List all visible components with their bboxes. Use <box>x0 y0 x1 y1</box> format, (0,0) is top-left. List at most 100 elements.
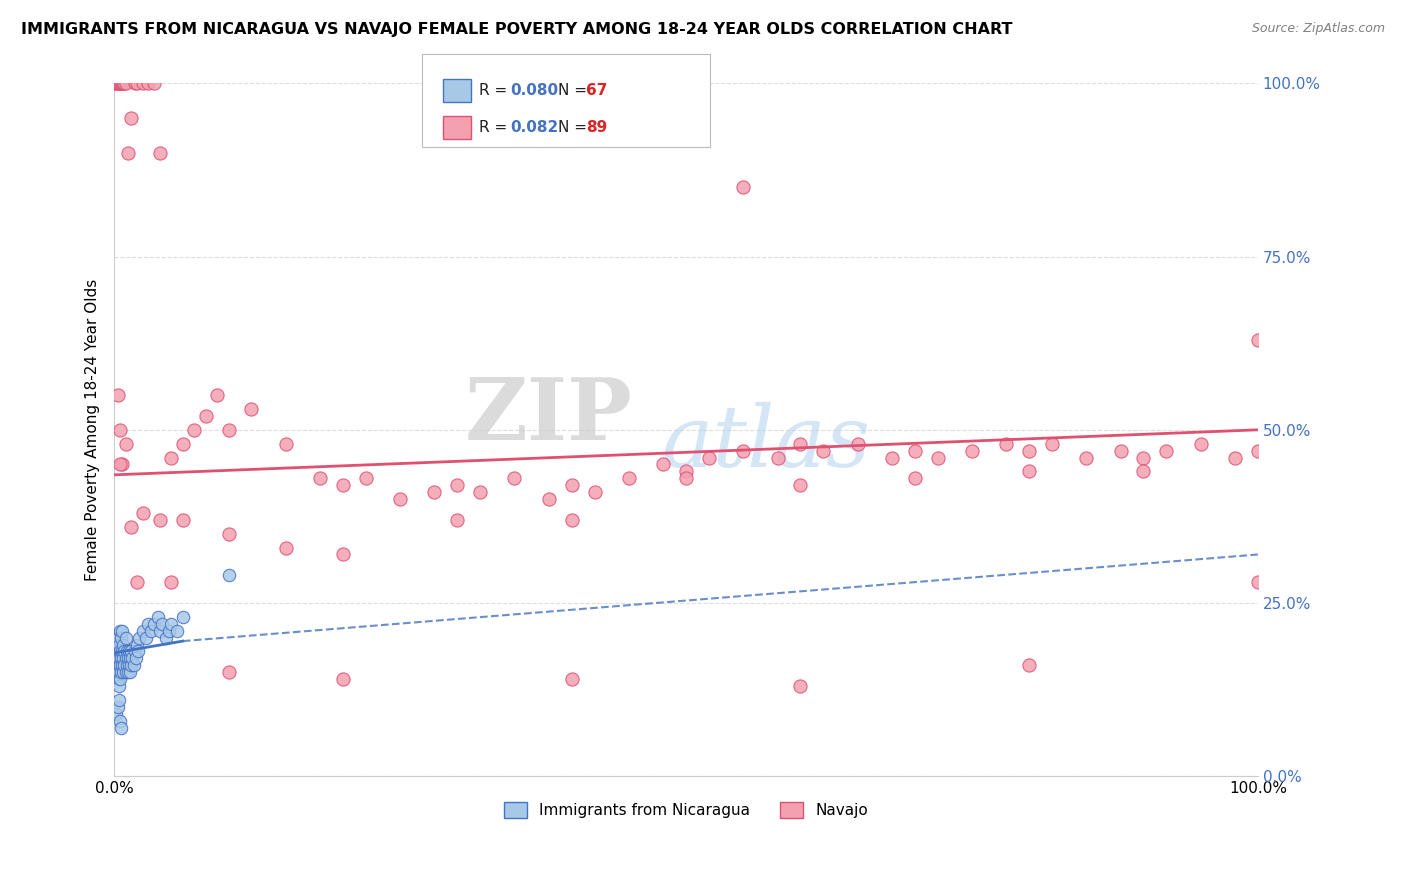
Point <box>108 423 131 437</box>
Point <box>561 672 583 686</box>
Point <box>652 458 675 472</box>
Point <box>132 624 155 638</box>
Point <box>561 478 583 492</box>
Text: atlas: atlas <box>661 402 870 485</box>
Point <box>1018 658 1040 673</box>
Point <box>110 721 132 735</box>
Point <box>218 526 240 541</box>
Point <box>904 471 927 485</box>
Text: 0.080: 0.080 <box>510 83 558 98</box>
Point <box>120 658 142 673</box>
Point <box>813 443 835 458</box>
Point <box>1156 443 1178 458</box>
Point <box>1223 450 1246 465</box>
Point <box>149 624 172 638</box>
Point <box>675 464 697 478</box>
Point <box>697 450 720 465</box>
Point <box>108 458 131 472</box>
Point <box>110 651 132 665</box>
Text: R =: R = <box>479 120 513 135</box>
Point <box>114 77 136 91</box>
Point <box>149 145 172 160</box>
Point <box>218 423 240 437</box>
Legend: Immigrants from Nicaragua, Navajo: Immigrants from Nicaragua, Navajo <box>498 796 875 824</box>
Point <box>107 693 129 707</box>
Point <box>160 450 183 465</box>
Point <box>108 672 131 686</box>
Point <box>114 436 136 450</box>
Point <box>423 485 446 500</box>
Point <box>110 631 132 645</box>
Point <box>107 665 129 680</box>
Point <box>105 631 128 645</box>
Text: 0.082: 0.082 <box>510 120 558 135</box>
Point <box>138 616 160 631</box>
Point <box>139 624 162 638</box>
Point <box>960 443 983 458</box>
Point <box>114 658 136 673</box>
Point <box>354 471 377 485</box>
Point <box>146 610 169 624</box>
Point <box>143 77 166 91</box>
Point <box>125 77 148 91</box>
Point <box>124 644 146 658</box>
Point <box>675 471 697 485</box>
Point <box>120 111 142 125</box>
Point <box>995 436 1018 450</box>
Point <box>128 631 150 645</box>
Point <box>132 77 155 91</box>
Point <box>118 644 141 658</box>
Point <box>104 651 127 665</box>
Point <box>107 388 129 402</box>
Point <box>332 548 354 562</box>
Point <box>1076 450 1098 465</box>
Point <box>107 672 129 686</box>
Point <box>1132 450 1154 465</box>
Point <box>112 77 135 91</box>
Point <box>115 658 138 673</box>
Point <box>733 443 755 458</box>
Point <box>120 651 142 665</box>
Point <box>172 436 194 450</box>
Point <box>107 638 129 652</box>
Point <box>1018 464 1040 478</box>
Point <box>183 423 205 437</box>
Point <box>561 513 583 527</box>
Point <box>107 651 129 665</box>
Point <box>274 541 297 555</box>
Point <box>117 145 139 160</box>
Point <box>155 631 177 645</box>
Text: IMMIGRANTS FROM NICARAGUA VS NAVAJO FEMALE POVERTY AMONG 18-24 YEAR OLDS CORRELA: IMMIGRANTS FROM NICARAGUA VS NAVAJO FEMA… <box>21 22 1012 37</box>
Point <box>274 436 297 450</box>
Point <box>114 665 136 680</box>
Point <box>503 471 526 485</box>
Point <box>880 450 903 465</box>
Point <box>108 644 131 658</box>
Point <box>617 471 640 485</box>
Point <box>107 77 129 91</box>
Point <box>114 644 136 658</box>
Point <box>127 644 149 658</box>
Text: N =: N = <box>558 83 592 98</box>
Point <box>332 478 354 492</box>
Point <box>114 651 136 665</box>
Point <box>1132 464 1154 478</box>
Point <box>117 665 139 680</box>
Point <box>194 409 217 423</box>
Text: ZIP: ZIP <box>465 374 633 458</box>
Point <box>120 520 142 534</box>
Point <box>105 77 128 91</box>
Text: Source: ZipAtlas.com: Source: ZipAtlas.com <box>1251 22 1385 36</box>
Point <box>733 180 755 194</box>
Point <box>107 644 129 658</box>
Point <box>1109 443 1132 458</box>
Point <box>240 402 263 417</box>
Point <box>104 77 127 91</box>
Point <box>115 644 138 658</box>
Point <box>1247 575 1270 590</box>
Point <box>927 450 949 465</box>
Point <box>118 658 141 673</box>
Point <box>537 492 560 507</box>
Point <box>1247 443 1270 458</box>
Point <box>149 513 172 527</box>
